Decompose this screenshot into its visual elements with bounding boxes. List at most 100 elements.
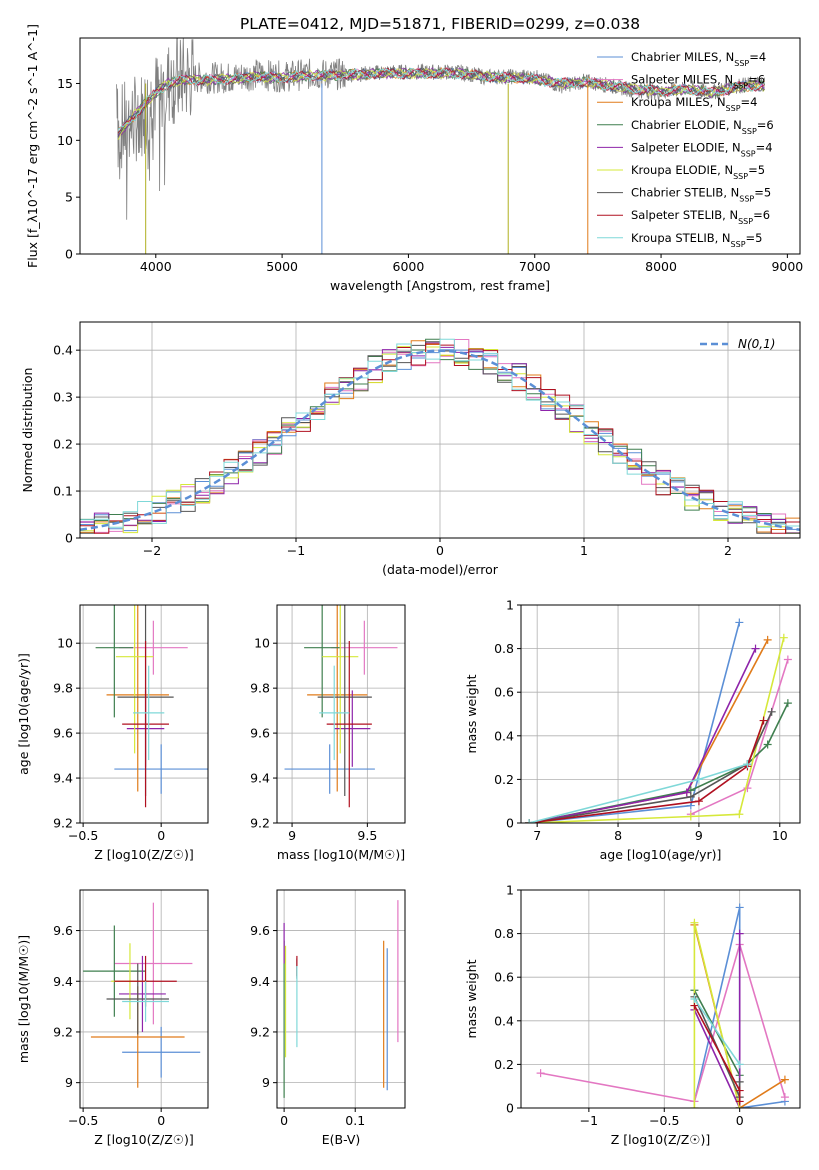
x-tick-label: 0 (736, 1113, 744, 1128)
panel-weight-vs-z: −1 −0.5 0 0 0.2 0.4 0.6 0.8 1 Z [log10(Z/Z☉)] mass… (464, 883, 801, 1147)
errorbar-point (133, 665, 165, 761)
spectrum-model-line (117, 67, 765, 140)
legend-label: Chabrier STELIB, NSSP=5 (631, 186, 771, 204)
weight-marker (735, 1086, 744, 1095)
x-tick-label: 1 (580, 543, 588, 558)
x-tick-label: 8 (614, 828, 622, 843)
y-tick-label: 0.6 (494, 970, 514, 985)
figure-title: PLATE=0412, MJD=51871, FIBERID=0299, z=0… (240, 15, 640, 33)
plot-area (525, 618, 792, 823)
weight-marker (780, 1093, 789, 1102)
errorbar-point (284, 744, 375, 794)
spectrum-legend: Chabrier MILES, NSSP=4 Salpeter MILES, NS… (597, 50, 774, 248)
weight-marker (690, 1104, 699, 1108)
errorbar-point (115, 605, 154, 754)
y-tick-label: 10 (254, 636, 270, 651)
errorbar-point (106, 605, 169, 792)
x-tick-label: 9 (695, 828, 703, 843)
x-tick-label: −1 (287, 543, 305, 558)
y-axis-label: mass weight (464, 674, 479, 753)
plot-area (283, 900, 399, 1098)
plot-area (95, 605, 208, 808)
weight-marker (536, 1069, 545, 1078)
x-tick-label: 9.5 (357, 828, 377, 843)
x-tick-label: 10 (772, 828, 788, 843)
y-tick-label: 0 (65, 247, 73, 262)
normal-curve (80, 349, 800, 532)
weight-marker (743, 784, 752, 793)
axes-frame (79, 889, 209, 1109)
plot-area (116, 38, 766, 254)
spectrum-model-line (117, 67, 766, 133)
x-tick-label: −1 (580, 1113, 598, 1128)
y-axis-label: Normed distribution (20, 368, 35, 493)
y-tick-label: 0.4 (494, 728, 514, 743)
weight-marker (751, 644, 760, 653)
weight-marker (735, 1077, 744, 1086)
x-tick-label: 0.1 (345, 1113, 365, 1128)
weight-marker (690, 918, 699, 927)
x-axis-label: E(B-V) (322, 1132, 361, 1147)
x-axis-label: Z [log10(Z/Z☉)] (94, 1132, 194, 1147)
y-tick-label: 1 (506, 598, 514, 613)
y-tick-label: 0.4 (494, 1013, 514, 1028)
x-tick-label: −0.5 (649, 1113, 679, 1128)
weight-marker (690, 995, 699, 1003)
x-tick-label: 0 (436, 543, 444, 558)
x-tick-label: −0.5 (68, 1113, 98, 1128)
x-tick-label: 9 (288, 828, 296, 843)
panel-age-vs-z: −0.5 0 9.2 9.4 9.6 9.8 10 Z [log10(Z/Z☉)] age [l… (16, 604, 209, 862)
weight-line (529, 622, 741, 823)
panel-age-vs-mass: 9 9.5 9.2 9.4 9.6 9.8 10 mass [log10(M/M☉)] (250, 604, 406, 862)
weight-marker (735, 1060, 744, 1069)
y-tick-label: 5 (65, 190, 73, 205)
y-tick-label: 9.4 (250, 974, 270, 989)
y-tick-label: 1 (506, 883, 514, 898)
y-tick-label: 0.2 (494, 772, 514, 787)
y-axis-label: Flux [f_λ10^-17 erg cm^-2 s^-1 A^-1] (25, 24, 40, 268)
panel-spectrum: 4000 5000 6000 7000 8000 9000 0 5 10 15 wavelength… (25, 24, 803, 293)
errorbar-point (322, 605, 359, 754)
errorbar-point (122, 1026, 201, 1078)
y-tick-label: 10 (57, 636, 73, 651)
errorbar-point (114, 744, 208, 794)
weight-marker (783, 655, 792, 664)
weight-line (528, 711, 773, 823)
axes-frame (276, 889, 406, 1109)
weight-marker (763, 635, 772, 644)
y-tick-label: 15 (57, 76, 73, 91)
spectrum-model-line (117, 67, 765, 132)
y-tick-label: 9.4 (250, 771, 270, 786)
residual-histogram (80, 338, 800, 528)
x-tick-label: −0.5 (68, 828, 98, 843)
errorbar-point (119, 955, 166, 1032)
x-axis-label: mass [log10(M/M☉)] (277, 847, 405, 862)
errorbar-point (83, 925, 146, 1017)
weight-marker (735, 929, 744, 938)
weight-marker (682, 788, 691, 797)
weight-marker (686, 812, 695, 821)
spectrum-model-line (117, 67, 765, 138)
weight-marker (735, 618, 744, 627)
weight-marker (694, 775, 703, 784)
y-axis-label: age [log10(age/yr)] (16, 653, 31, 775)
errorbar-point (326, 640, 372, 808)
legend-label: Chabrier MILES, NSSP=4 (631, 50, 766, 68)
y-tick-label: 9.8 (250, 681, 270, 696)
legend-label: Salpeter STELIB, NSSP=6 (631, 208, 770, 226)
spectrum-model-line (117, 67, 765, 134)
weight-marker (779, 633, 788, 642)
errorbar-point (307, 605, 368, 792)
axes-frame (79, 604, 209, 824)
x-tick-label: 5000 (266, 259, 298, 274)
y-tick-label: 9.6 (53, 923, 73, 938)
legend-label: N(0,1) (738, 337, 775, 351)
x-tick-label: 8000 (645, 259, 677, 274)
weight-marker (525, 819, 534, 823)
y-tick-label: 0.1 (53, 484, 73, 499)
y-tick-label: 9.2 (250, 1024, 270, 1039)
errorbar-point (319, 665, 350, 761)
y-tick-label: 9.6 (250, 726, 270, 741)
y-tick-label: 0.8 (494, 926, 514, 941)
errorbar-point (317, 605, 372, 797)
